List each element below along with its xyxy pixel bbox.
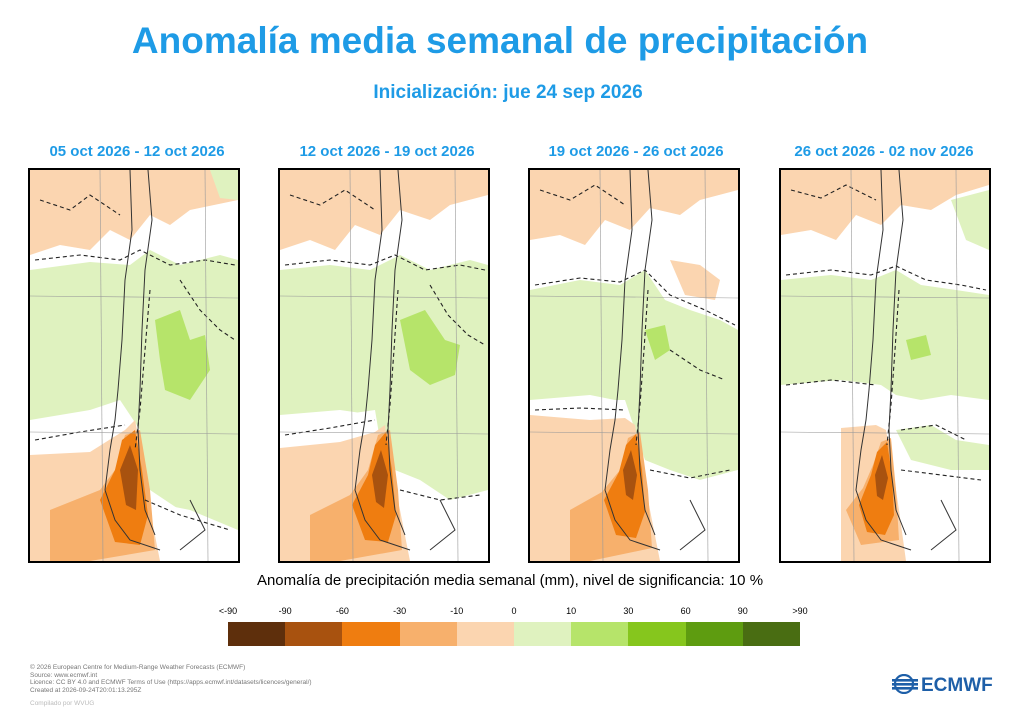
colorbar-swatch bbox=[742, 622, 801, 646]
footer-compiled-by: Compilado por WVUG bbox=[30, 700, 95, 708]
colorbar-tick-label: >90 bbox=[792, 606, 808, 616]
panel-label-week-2: 12 oct 2026 - 19 oct 2026 bbox=[299, 143, 475, 160]
colorbar-tick-label: 90 bbox=[737, 606, 748, 616]
colorbar-tick-label: -60 bbox=[335, 606, 349, 616]
colorbar-swatch bbox=[342, 622, 400, 646]
panel-label-week-3: 19 oct 2026 - 26 oct 2026 bbox=[548, 143, 724, 160]
colorbar-swatch bbox=[228, 622, 286, 646]
colorbar-tick-label: 10 bbox=[566, 606, 577, 616]
colorbar-tick-label: -10 bbox=[450, 606, 464, 616]
colorbar-swatch bbox=[685, 622, 743, 646]
footer-copyright: © 2026 European Centre for Medium-Range … bbox=[30, 664, 246, 671]
anomaly-map-week-3 bbox=[528, 168, 740, 563]
panel-label-week-1: 05 oct 2026 - 12 oct 2026 bbox=[49, 143, 225, 160]
colorbar-labels: <-90 -90 -60 -30 -10 0 10 30 60 90 >90 bbox=[219, 606, 808, 620]
colorbar-tick-label: 30 bbox=[623, 606, 634, 616]
ecmwf-logo-text: ECMWF bbox=[921, 675, 993, 696]
footer-licence: Licence: CC BY 4.0 and ECMWF Terms of Us… bbox=[30, 679, 312, 687]
colorbar-tick-label: <-90 bbox=[218, 606, 238, 616]
colorbar-swatch bbox=[571, 622, 629, 646]
colorbar-swatch bbox=[514, 622, 572, 646]
footer-source: Source: www.ecmwf.int bbox=[30, 671, 98, 679]
panel-label-week-4: 26 oct 2026 - 02 nov 2026 bbox=[794, 143, 974, 160]
ecmwf-logo: ECMWF bbox=[892, 673, 993, 699]
colorbar-tick-label: 60 bbox=[680, 606, 691, 616]
colorbar-swatch bbox=[285, 622, 343, 646]
copyright-footer: © 2026 European Centre for Medium-Range … bbox=[30, 664, 430, 708]
initialization-subtitle: Inicialización: jue 24 sep 2026 bbox=[373, 82, 643, 103]
colorbar-swatch bbox=[628, 622, 686, 646]
precipitation-colorbar bbox=[228, 622, 801, 646]
ecmwf-logo-icon bbox=[892, 673, 918, 699]
anomaly-map-week-2 bbox=[278, 168, 490, 563]
colorbar-swatch bbox=[456, 622, 515, 646]
colorbar-tick-label: 0 bbox=[511, 606, 517, 616]
anomaly-map-week-1 bbox=[28, 168, 240, 563]
anomaly-map-week-4 bbox=[779, 168, 991, 563]
footer-created: Created at 2026-09-24T20:01:13.295Z bbox=[30, 686, 142, 694]
colorbar-tick-label: -30 bbox=[393, 606, 407, 616]
page-title: Anomalía media semanal de precipitación bbox=[131, 20, 869, 61]
legend-caption: Anomalía de precipitación media semanal … bbox=[256, 572, 764, 589]
colorbar-swatch bbox=[399, 622, 457, 646]
colorbar-tick-label: -90 bbox=[278, 606, 292, 616]
